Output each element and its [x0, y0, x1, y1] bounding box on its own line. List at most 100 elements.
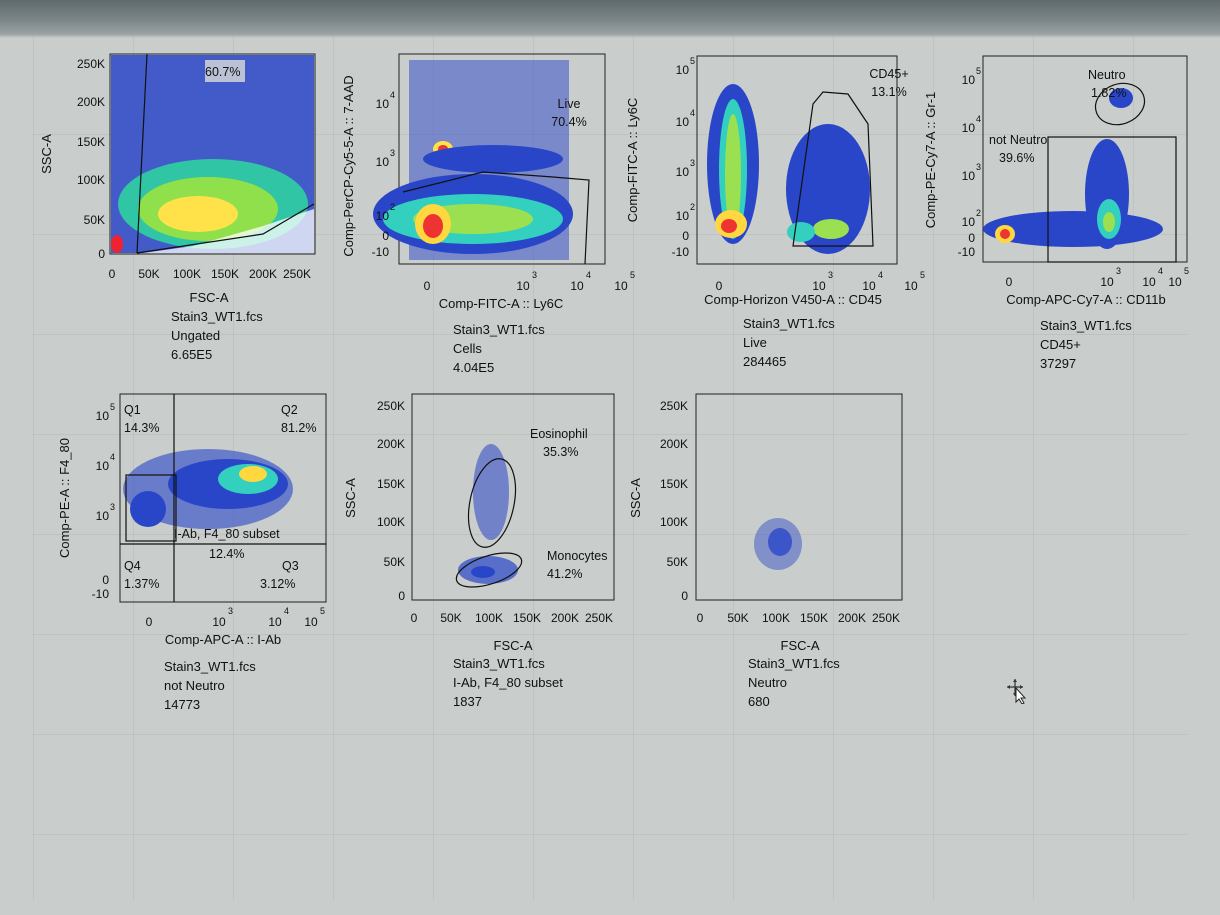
x-tick: 50K	[727, 611, 748, 625]
x-tick: 10	[268, 615, 282, 629]
y-tick-exp: 4	[110, 452, 115, 462]
plot-frame	[695, 393, 903, 601]
x-tick: 0	[424, 279, 431, 293]
gate-boundary[interactable]	[136, 53, 148, 254]
x-tick: 10	[304, 615, 318, 629]
x-tick: 10	[904, 279, 918, 293]
x-tick-exp: 4	[1158, 266, 1163, 276]
x-tick: 200K	[838, 611, 866, 625]
y-tick: 10	[676, 63, 690, 77]
gate-pct: 1.37%	[124, 577, 159, 591]
y-axis-label: Comp-FITC-A :: Ly6C	[625, 98, 640, 222]
gate-name: Q3	[282, 559, 299, 573]
gate-name: Eosinophil	[530, 427, 588, 441]
gate-boundary[interactable]	[792, 91, 874, 247]
y-tick: 0	[968, 231, 975, 245]
y-axis-label: SSC-A	[628, 478, 643, 518]
y-axis-label: SSC-A	[39, 134, 54, 174]
caption-count: 1837	[453, 694, 482, 709]
y-tick: 10	[676, 209, 690, 223]
gate-pct: 14.3%	[124, 421, 159, 435]
plot-caption: Stain3_WT1.fcs I-Ab, F4_80 subset 1837	[453, 654, 563, 711]
density-cloud	[111, 55, 314, 253]
x-tick: 100K	[475, 611, 503, 625]
gate-name: Neutro	[1088, 68, 1126, 82]
x-tick: 10	[812, 279, 826, 293]
y-tick: 100K	[377, 515, 405, 529]
y-tick: 10	[962, 73, 976, 87]
gate-name: Monocytes	[547, 549, 607, 563]
gate-pct: 60.7%	[205, 65, 240, 79]
x-tick-exp: 3	[1116, 266, 1121, 276]
y-axis-label: Comp-PE-Cy7-A :: Gr-1	[923, 92, 938, 229]
y-tick-exp: 3	[110, 502, 115, 512]
caption-file: Stain3_WT1.fcs	[453, 656, 545, 671]
density-cloud	[458, 444, 518, 584]
plot-7-svg: 250K 200K 150K 100K 50K 0 0 50K 100K 150…	[628, 393, 903, 653]
gate-pct: 13.1%	[871, 85, 906, 99]
x-tick: 10	[570, 279, 584, 293]
y-tick-exp: 4	[390, 90, 395, 100]
plot-5-svg: Q1 14.3% Q2 81.2% Q3 3.12% Q4 1.37% I-Ab…	[57, 393, 327, 647]
y-tick: 10	[96, 459, 110, 473]
x-tick: 150K	[513, 611, 541, 625]
gate-boundary[interactable]	[402, 171, 590, 265]
y-tick-exp: 3	[390, 148, 395, 158]
y-tick: 150K	[77, 135, 105, 149]
x-tick: 10	[1142, 275, 1156, 289]
gate-label-bg	[205, 60, 245, 82]
gate-pct: 81.2%	[281, 421, 316, 435]
gate-not-neutro[interactable]	[1047, 136, 1177, 263]
y-tick: -10	[958, 245, 976, 259]
y-tick: 50K	[84, 213, 105, 227]
gate-neutro[interactable]	[1090, 77, 1151, 132]
x-tick: 10	[1168, 275, 1182, 289]
y-tick: 10	[376, 97, 390, 111]
x-tick: 200K	[249, 267, 277, 281]
gate-subset[interactable]	[125, 474, 177, 542]
caption-file: Stain3_WT1.fcs	[171, 309, 263, 324]
y-axis-label: SSC-A	[343, 478, 358, 518]
x-tick-exp: 3	[828, 270, 833, 280]
density-cloud	[373, 60, 573, 260]
plot-frame	[119, 393, 327, 603]
plot-3-svg: CD45+ 13.1% 10 5 10 4 10 3 10 2 0 -10 0 …	[625, 55, 925, 307]
x-tick: 250K	[283, 267, 311, 281]
y-axis-label: Comp-PerCP-Cy5-5-A :: 7-AAD	[341, 75, 356, 256]
y-tick-exp: 5	[690, 56, 695, 66]
gate-pct: 12.4%	[209, 547, 244, 561]
gate-name: Q2	[281, 403, 298, 417]
y-tick: 250K	[660, 399, 688, 413]
x-tick-exp: 5	[920, 270, 925, 280]
y-tick: 0	[682, 229, 689, 243]
y-tick: 10	[962, 121, 976, 135]
caption-file: Stain3_WT1.fcs	[1040, 318, 1132, 333]
x-tick: 10	[614, 279, 628, 293]
gate-pct: 41.2%	[547, 567, 582, 581]
x-tick: 0	[146, 615, 153, 629]
x-tick: 0	[109, 267, 116, 281]
gate-monocytes[interactable]	[452, 546, 525, 594]
y-tick: 10	[676, 165, 690, 179]
y-tick-exp: 4	[690, 108, 695, 118]
plot-caption: Stain3_WT1.fcs not Neutro 14773	[164, 657, 256, 714]
x-axis-label: Comp-APC-A :: I-Ab	[165, 632, 281, 647]
density-cloud	[983, 88, 1163, 249]
gate-pct: 3.12%	[260, 577, 295, 591]
gate-boundary-lower[interactable]	[136, 203, 315, 254]
caption-count: 37297	[1040, 356, 1077, 371]
plot-2-svg: Live 70.4% 10 4 10 3 10 2 0 -10 0 10 3 1…	[341, 53, 635, 311]
caption-population: Ungated	[171, 328, 221, 343]
gate-name: Q1	[124, 403, 141, 417]
x-tick: 250K	[585, 611, 613, 625]
caption-population: Cells	[453, 341, 482, 356]
x-tick: 50K	[138, 267, 159, 281]
y-tick-exp: 5	[976, 66, 981, 76]
caption-file: Stain3_WT1.fcs	[743, 316, 835, 331]
y-tick: 150K	[660, 477, 688, 491]
gate-eosinophil[interactable]	[461, 454, 523, 551]
plot-frame	[109, 53, 316, 255]
plot-6-svg: Eosinophil 35.3% Monocytes 41.2% 250K 20…	[343, 393, 615, 653]
gate-pct: 35.3%	[543, 445, 578, 459]
gate-name: CD45+	[869, 67, 908, 81]
